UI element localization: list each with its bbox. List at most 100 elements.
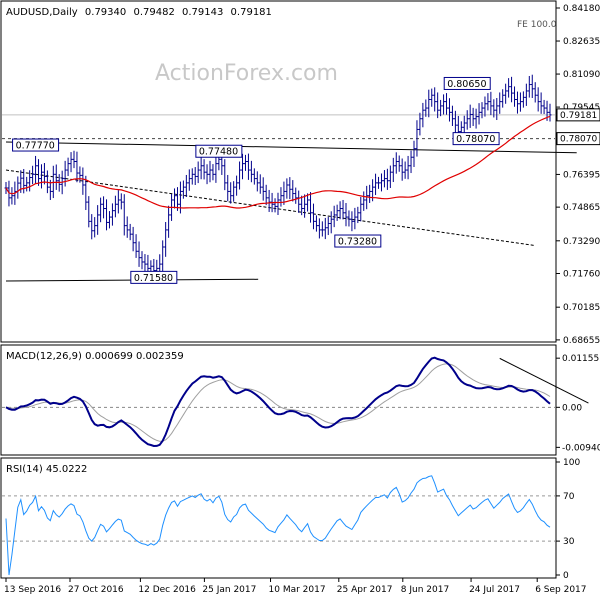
macd-panel: MACD(12,26,9) 0.000699 0.002359 0.011550… <box>0 344 600 456</box>
ohlc-bar <box>530 74 534 99</box>
sma-line <box>5 115 551 209</box>
rsi-header: RSI(14) 45.0222 <box>6 464 87 475</box>
ohlc-bar <box>87 196 91 228</box>
price-y-tick-label: 0.76395 <box>563 170 600 180</box>
ohlc-bar <box>332 205 336 228</box>
ohlc-bar <box>489 91 493 116</box>
ohlc-bar <box>303 194 307 218</box>
ohlc-bar <box>205 164 209 185</box>
ohlc-bar <box>255 171 259 192</box>
rsi-line <box>5 475 551 576</box>
ohlc-bar <box>344 202 348 227</box>
low-value: 0.79143 <box>182 7 223 18</box>
ohlc-bar <box>282 181 286 205</box>
ohlc-bar <box>243 154 247 171</box>
ohlc-bar <box>430 88 434 107</box>
ohlc-bar <box>403 161 407 179</box>
ohlc-bar <box>412 140 416 168</box>
ohlc-bar <box>536 87 540 112</box>
current-price-tag-label: 0.79181 <box>560 111 597 121</box>
price-annotation: 0.77770 <box>12 138 60 152</box>
ohlc-bar <box>134 234 138 258</box>
macd-y-tick-label: 0.01155 <box>562 354 599 364</box>
ohlc-bar <box>7 180 11 207</box>
ohlc-bar <box>229 182 233 204</box>
ohlc-bar <box>285 178 289 199</box>
price-annotation: 0.78070 <box>452 132 500 146</box>
macd-y-tick-label: -0.009408 <box>562 443 600 453</box>
ohlc-bar <box>300 195 304 216</box>
macd-trendline <box>499 357 589 404</box>
ohlc-bar <box>513 86 517 107</box>
price-annotation-box <box>334 234 382 248</box>
ohlc-bar <box>388 165 392 189</box>
price-annotation-label: 0.78070 <box>456 134 495 145</box>
ohlc-bar <box>223 159 227 191</box>
ohlc-bar <box>377 176 381 189</box>
ohlc-bar <box>187 169 191 191</box>
ohlc-bar <box>246 153 250 180</box>
price-annotation: 0.71580 <box>130 270 178 284</box>
ohlc-bar <box>113 195 117 218</box>
ohlc-bar <box>291 180 295 202</box>
macd-line <box>5 356 551 448</box>
x-tick-label: 13 Sep 2016 <box>4 585 61 595</box>
ohlc-bar <box>131 226 135 252</box>
ohlc-bar <box>140 251 144 270</box>
ohlc-bar <box>276 192 280 215</box>
ohlc-bar <box>527 75 531 98</box>
price-annotation-label: 0.77770 <box>16 141 55 152</box>
ohlc-bar <box>93 217 97 238</box>
ohlc-bar <box>190 168 194 185</box>
ohlc-bar <box>75 151 79 183</box>
ohlc-bar <box>518 92 522 112</box>
x-tick-label: 25 Apr 2017 <box>337 585 393 595</box>
trendline <box>5 141 577 154</box>
ohlc-bar <box>433 87 437 112</box>
ohlc-bar <box>483 96 487 117</box>
ohlc-bar <box>69 152 73 173</box>
price-y-tick-label: 0.74865 <box>563 203 600 213</box>
ohlc-bar <box>548 103 552 122</box>
ohlc-bar <box>427 89 431 118</box>
ohlc-bar <box>184 174 188 197</box>
price-annotation-box <box>443 76 491 90</box>
ohlc-bar <box>474 108 478 129</box>
ohlc-bar <box>202 159 206 180</box>
ohlc-bar <box>359 196 363 222</box>
ohlc-bar <box>504 83 508 104</box>
ohlc-bar <box>445 93 449 115</box>
ohlc-bar <box>105 199 109 231</box>
level-line-tag <box>556 132 600 146</box>
ohlc-bar <box>365 185 369 210</box>
high-value: 0.79482 <box>133 7 174 18</box>
ohlc-bar <box>63 160 67 187</box>
ohlc-bar <box>492 99 496 118</box>
rsi-y-tick-label: 30 <box>563 537 575 547</box>
close-value: 0.79181 <box>231 7 272 18</box>
ohlc-bar <box>25 176 29 192</box>
ohlc-bar <box>368 184 372 203</box>
ohlc-bar <box>294 187 298 204</box>
price-annotation-box <box>452 132 500 146</box>
ohlc-bar <box>249 160 253 183</box>
ohlc-bar <box>329 211 333 234</box>
x-tick-label: 12 Dec 2016 <box>138 585 196 595</box>
price-y-tick-label: 0.68655 <box>563 336 600 346</box>
ohlc-bar <box>214 156 218 183</box>
ohlc-bar <box>507 78 511 98</box>
symbol-label: AUDUSD,Daily <box>6 7 78 18</box>
ohlc-bar <box>495 98 499 121</box>
ohlc-bar <box>320 221 324 237</box>
ohlc-bar <box>173 188 177 209</box>
ohlc-bar <box>362 191 366 211</box>
ohlc-bar <box>226 174 230 202</box>
price-annotation-label: 0.73280 <box>338 237 377 248</box>
ohlc-bar <box>122 194 126 236</box>
x-tick-label: 10 Mar 2017 <box>269 585 326 595</box>
ohlc-bar <box>335 204 339 221</box>
x-tick-label: 25 Jan 2017 <box>202 585 256 595</box>
ohlc-bar <box>471 107 475 127</box>
rsi-panel: RSI(14) 45.0222 100 70 30 0 <box>0 457 580 581</box>
